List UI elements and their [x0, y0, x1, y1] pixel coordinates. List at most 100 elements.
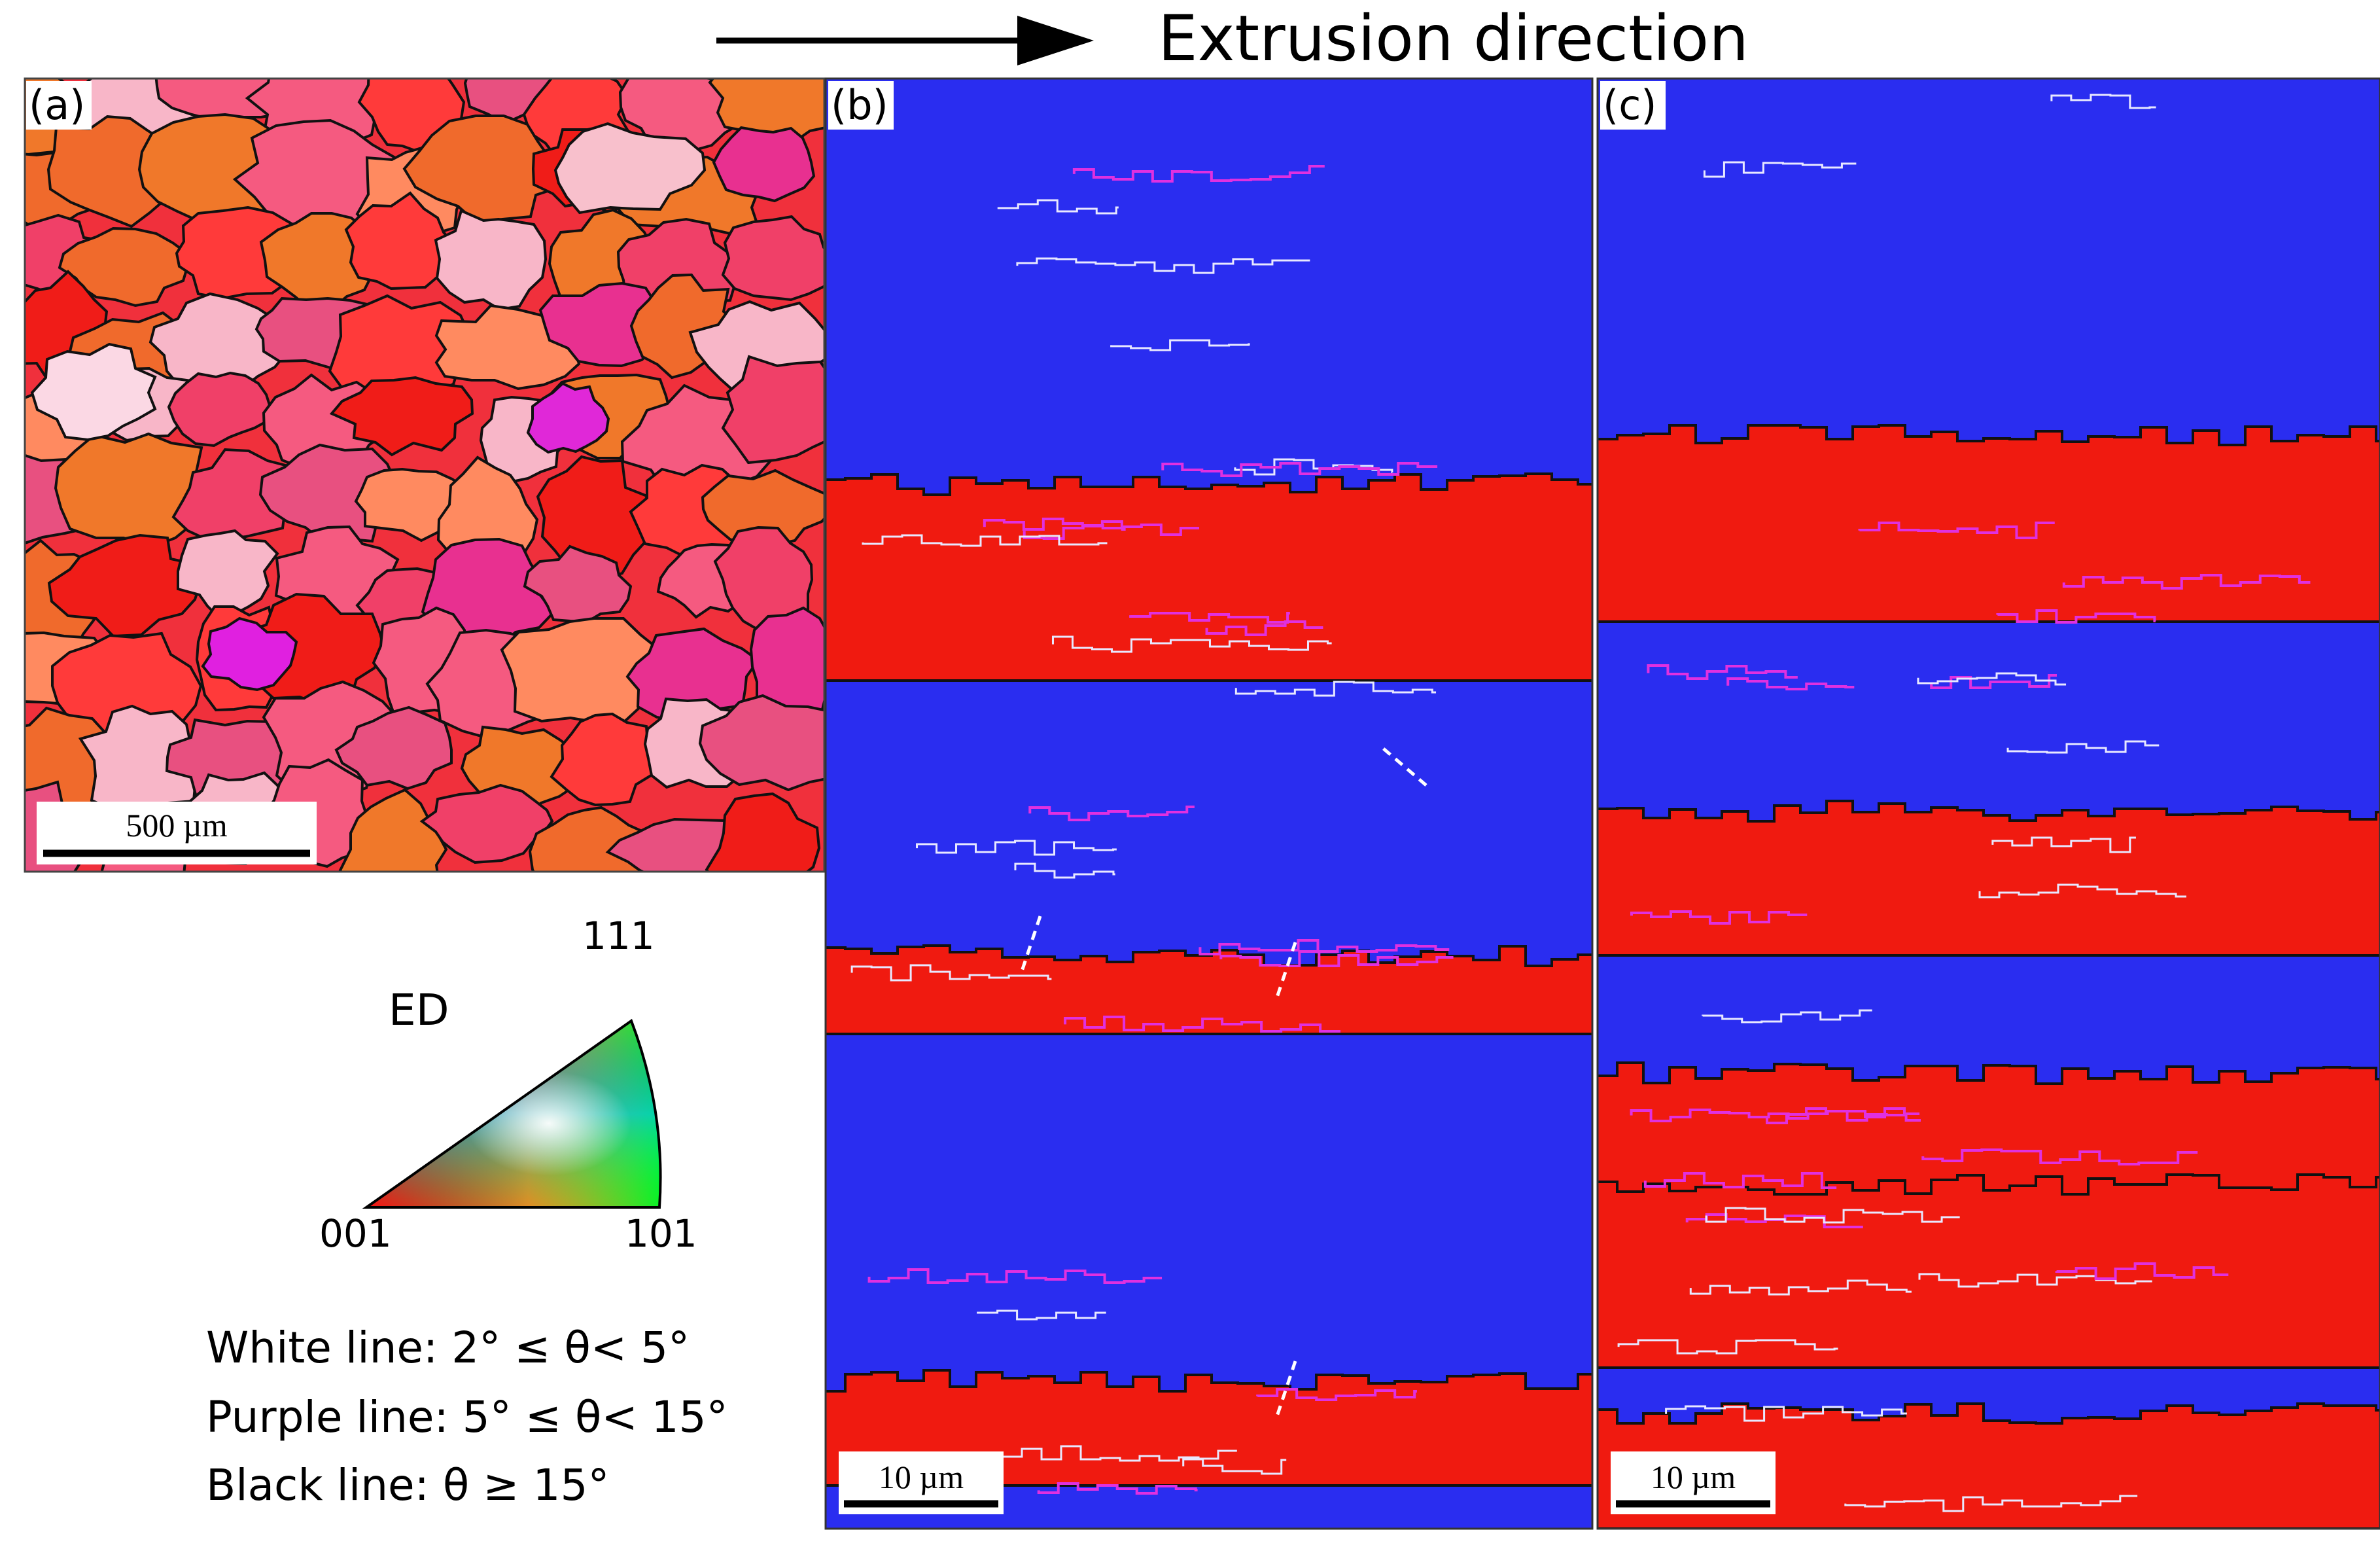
- legend-black-line: Black line: θ ≥ 15°: [206, 1460, 610, 1510]
- white-boundary: [850, 964, 1052, 982]
- white-boundary: [1689, 1279, 1912, 1296]
- grain: [47, 533, 203, 638]
- white-boundary: [1182, 1458, 1287, 1475]
- purple-boundary: [1643, 1172, 1837, 1189]
- white-boundary: [1844, 1495, 2138, 1512]
- purple-boundary: [1161, 462, 1438, 477]
- panel-a-tag-background: [26, 81, 92, 130]
- panel-b-micrograph: [826, 79, 1592, 1529]
- grain-band: [826, 472, 1592, 682]
- grain: [344, 191, 459, 291]
- white-boundary: [1665, 1405, 1907, 1422]
- purple-boundary: [1630, 910, 1808, 925]
- white-boundary: [1051, 635, 1332, 653]
- legend-purple-line: Purple line: 5° ≤ θ< 15°: [206, 1392, 728, 1442]
- purple-boundary: [1028, 806, 1195, 821]
- purple-boundary: [1930, 674, 2057, 689]
- white-boundary: [1234, 681, 1437, 697]
- white-boundary: [1705, 1207, 1960, 1224]
- purple-boundary: [1647, 664, 1798, 680]
- grain: [618, 79, 748, 153]
- panel-b-frame: [824, 77, 1594, 1530]
- grain: [434, 209, 548, 311]
- panel-c-scale-bar: 10 µm: [1611, 1451, 1776, 1514]
- grain-band: [1598, 800, 2380, 957]
- extrusion-arrow-icon: [716, 16, 1094, 65]
- panel-b-tag: (b): [831, 81, 888, 129]
- grain: [701, 469, 824, 547]
- purple-boundary: [1205, 620, 1323, 636]
- white-boundary: [1991, 836, 2136, 853]
- panel-b-scale-label: 10 µm: [879, 1459, 964, 1495]
- grain: [523, 544, 633, 624]
- extrusion-direction-label: Extrusion direction: [1158, 2, 1749, 75]
- grain: [536, 455, 650, 582]
- legend-white-line: White line: 2° ≤ θ< 5°: [206, 1323, 690, 1373]
- grain: [54, 432, 212, 550]
- white-boundary: [862, 534, 1108, 547]
- white-boundary: [1617, 1339, 1838, 1355]
- grain: [712, 126, 816, 203]
- white-boundary: [977, 1309, 1106, 1321]
- white-boundary: [916, 840, 1117, 856]
- grain: [550, 712, 665, 807]
- panel-c-tag: (c): [1603, 81, 1656, 129]
- panel-a-scale-bar: 500 µm: [37, 802, 317, 864]
- white-boundary: [1702, 1009, 1872, 1023]
- purple-boundary: [2062, 574, 2311, 590]
- grain: [721, 215, 824, 302]
- panel-a-micrograph: [25, 79, 824, 872]
- panel-c-micrograph: [1598, 79, 2380, 1529]
- panel-c-frame: [1596, 77, 2380, 1530]
- purple-boundary: [1996, 609, 2156, 624]
- panel-a-tag: (a): [29, 81, 85, 129]
- purple-boundary: [1630, 1109, 1921, 1122]
- grain: [419, 783, 554, 864]
- panel-c-tag-background: [1600, 81, 1666, 130]
- ipf-corner-101: 101: [625, 1211, 697, 1256]
- grain-band: [826, 944, 1592, 1035]
- grain: [721, 355, 824, 465]
- grain: [177, 529, 279, 620]
- white-boundary: [1917, 672, 2067, 686]
- white-boundary: [1014, 862, 1115, 879]
- panel-b-tag-background: [828, 81, 894, 130]
- grain: [201, 616, 298, 692]
- purple-boundary: [1129, 612, 1290, 624]
- purple-boundary: [1199, 939, 1450, 955]
- purple-boundary: [1072, 165, 1325, 183]
- grain: [402, 115, 564, 224]
- white-boundary: [1001, 1445, 1237, 1462]
- grain: [334, 705, 453, 791]
- white-boundary: [1016, 257, 1310, 274]
- annotation-arrow-icon: [1019, 916, 1042, 976]
- grain: [708, 79, 824, 145]
- purple-boundary: [1023, 524, 1126, 540]
- white-boundary: [1110, 339, 1250, 351]
- panel-a-scale-label: 500 µm: [126, 807, 227, 844]
- purple-boundary: [1256, 1388, 1417, 1401]
- panel-a-frame: [24, 77, 826, 873]
- grain: [698, 694, 824, 792]
- grain-band: [1598, 1173, 2380, 1369]
- grain: [167, 371, 272, 448]
- annotation-arrow-icon: [1274, 1360, 1297, 1421]
- purple-boundary: [867, 1268, 1163, 1284]
- grain-band: [1598, 1061, 2380, 1205]
- grain: [553, 122, 707, 215]
- white-boundary: [1703, 161, 1857, 178]
- purple-boundary: [1219, 950, 1454, 967]
- annotation-arrow-icon: [1379, 745, 1427, 787]
- white-boundary: [997, 199, 1119, 215]
- ipf-axis-label: ED: [389, 985, 449, 1035]
- ipf-corner-001: 001: [319, 1211, 392, 1256]
- purple-boundary: [2055, 1262, 2229, 1280]
- white-boundary: [2050, 94, 2156, 109]
- purple-boundary: [1921, 1148, 2198, 1165]
- purple-boundary: [1726, 677, 1855, 690]
- grain: [705, 792, 821, 872]
- purple-boundary: [1858, 522, 2055, 539]
- grain: [58, 226, 188, 308]
- grain-band: [1598, 424, 2380, 623]
